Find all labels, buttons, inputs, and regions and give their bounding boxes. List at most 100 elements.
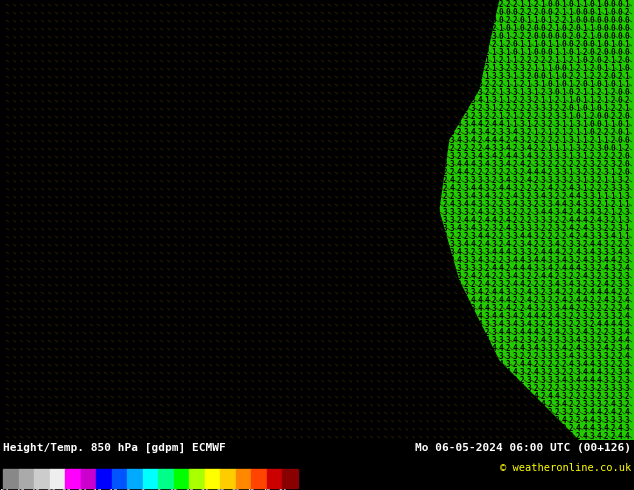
Text: 1: 1: [463, 24, 468, 32]
Text: 2: 2: [316, 175, 321, 185]
Text: 4: 4: [344, 399, 349, 409]
Text: 5: 5: [57, 136, 61, 145]
Text: 5: 5: [442, 343, 447, 352]
Text: 0: 0: [624, 168, 629, 176]
Text: 0: 0: [491, 16, 496, 24]
Text: 4: 4: [358, 279, 363, 289]
Text: 3: 3: [617, 368, 622, 376]
Text: 6: 6: [281, 360, 286, 368]
Text: 5: 5: [99, 207, 104, 217]
Text: 5: 5: [393, 416, 398, 424]
Text: 6: 6: [344, 360, 349, 368]
Text: 3: 3: [442, 216, 447, 224]
Text: 4: 4: [36, 192, 41, 200]
Text: 7: 7: [85, 327, 90, 337]
Text: 5: 5: [8, 0, 13, 8]
Text: 3: 3: [274, 7, 279, 17]
Text: 4: 4: [414, 103, 419, 113]
Text: 4: 4: [505, 408, 510, 416]
Text: 1: 1: [337, 40, 342, 49]
Text: 6: 6: [1, 223, 6, 232]
Text: 4: 4: [351, 392, 356, 400]
Text: 6: 6: [288, 399, 293, 409]
Text: 2: 2: [379, 151, 384, 161]
Text: 3: 3: [365, 127, 370, 137]
Text: 5: 5: [1, 264, 6, 272]
Text: 4: 4: [589, 247, 594, 256]
Text: 4: 4: [204, 96, 209, 104]
Text: 4: 4: [127, 288, 132, 296]
Text: 2: 2: [533, 55, 538, 65]
Text: 4: 4: [470, 416, 475, 424]
Text: 4: 4: [106, 72, 111, 80]
Text: 6: 6: [372, 408, 377, 416]
Text: 4: 4: [316, 351, 321, 361]
Text: 5: 5: [78, 351, 83, 361]
Text: 5: 5: [183, 72, 188, 80]
Text: 3: 3: [309, 192, 314, 200]
Text: 3: 3: [274, 79, 279, 89]
Text: 2: 2: [596, 295, 601, 304]
Text: 6: 6: [169, 408, 174, 416]
Text: 4: 4: [267, 247, 272, 256]
Text: 5: 5: [22, 72, 27, 80]
Text: 5: 5: [253, 151, 258, 161]
Text: 7: 7: [29, 343, 34, 352]
Text: 4: 4: [407, 319, 412, 328]
Text: 5: 5: [309, 303, 314, 313]
Text: 3: 3: [610, 375, 615, 385]
Text: 4: 4: [568, 223, 573, 232]
Text: 6: 6: [246, 231, 251, 241]
Text: 5: 5: [407, 343, 412, 352]
Text: 4: 4: [596, 375, 601, 385]
Text: 3: 3: [302, 216, 307, 224]
Text: 3: 3: [470, 88, 475, 97]
Text: 5: 5: [274, 432, 279, 441]
Text: 5: 5: [393, 384, 398, 392]
Text: 2: 2: [365, 88, 370, 97]
Text: 5: 5: [316, 392, 321, 400]
Text: 4: 4: [344, 223, 349, 232]
Bar: [205, 469, 221, 488]
Text: 2: 2: [463, 279, 468, 289]
Text: 7: 7: [85, 399, 90, 409]
Text: 4: 4: [155, 192, 160, 200]
Text: 2: 2: [533, 375, 538, 385]
Text: 5: 5: [351, 416, 356, 424]
Text: 4: 4: [113, 223, 118, 232]
Text: 8: 8: [29, 368, 34, 376]
Text: 3: 3: [449, 247, 454, 256]
Text: 4: 4: [106, 168, 111, 176]
Text: 4: 4: [519, 255, 524, 265]
Text: 6: 6: [162, 168, 167, 176]
Text: 3: 3: [365, 79, 370, 89]
Text: 4: 4: [106, 264, 111, 272]
Text: 4: 4: [218, 368, 223, 376]
Text: 4: 4: [568, 279, 573, 289]
Text: 4: 4: [134, 144, 139, 152]
Text: 1: 1: [456, 24, 461, 32]
Text: 3: 3: [85, 127, 90, 137]
Text: 2: 2: [323, 31, 328, 41]
Text: 4: 4: [183, 103, 188, 113]
Text: 2: 2: [603, 327, 608, 337]
Text: 6: 6: [113, 279, 118, 289]
Text: 6: 6: [344, 319, 349, 328]
Text: 3: 3: [78, 120, 83, 128]
Text: 2: 2: [617, 312, 622, 320]
Text: 5: 5: [99, 31, 104, 41]
Text: 2: 2: [617, 168, 622, 176]
Text: 1: 1: [372, 16, 377, 24]
Text: 3: 3: [449, 136, 454, 145]
Text: 3: 3: [330, 0, 335, 8]
Text: 4: 4: [218, 144, 223, 152]
Text: 2: 2: [288, 136, 293, 145]
Text: 3: 3: [316, 264, 321, 272]
Text: 4: 4: [344, 279, 349, 289]
Text: 2: 2: [617, 240, 622, 248]
Text: 6: 6: [365, 392, 370, 400]
Text: 2: 2: [484, 40, 489, 49]
Text: 5: 5: [85, 183, 90, 193]
Text: 6: 6: [85, 351, 90, 361]
Text: 2: 2: [547, 160, 552, 169]
